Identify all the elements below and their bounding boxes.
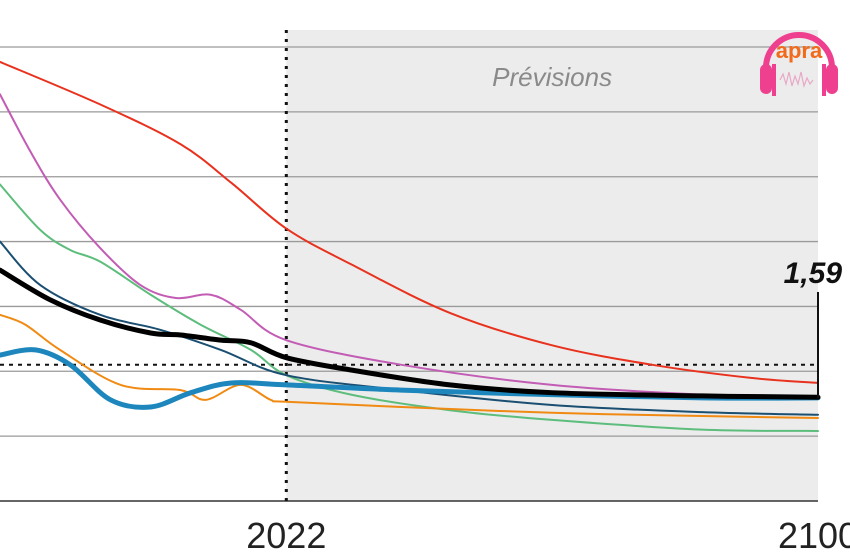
series-orange (0, 313, 819, 419)
forecast-region (286, 30, 818, 501)
series-navy (0, 240, 819, 416)
x-tick-label: 2100 (778, 515, 850, 556)
series-magenta (0, 93, 819, 399)
svg-text:apra: apra (776, 38, 823, 63)
apra-logo: apra (760, 32, 838, 96)
series-red (0, 60, 819, 384)
annotation-label: 1,59 (784, 257, 843, 290)
series-green (0, 183, 819, 432)
series-black-world (0, 267, 821, 400)
forecast-label: Prévisions (492, 62, 612, 92)
x-tick-label: 2022 (246, 515, 326, 556)
